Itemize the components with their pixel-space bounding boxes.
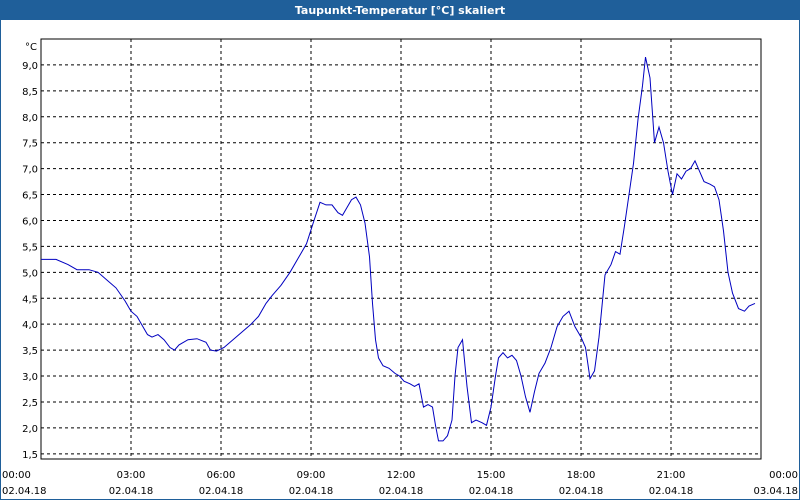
x-tick-time: 03:00 <box>117 470 146 481</box>
x-tick-time: 18:00 <box>567 470 596 481</box>
y-tick-label: 8,5 <box>22 87 38 98</box>
y-tick-label: 1,5 <box>22 450 38 461</box>
x-tick-date: 02.04.18 <box>199 486 244 497</box>
y-tick-label: 6,0 <box>22 216 38 227</box>
x-tick-date: 02.04.18 <box>559 486 604 497</box>
y-tick-label: 2,5 <box>22 398 38 409</box>
x-tick-time: 09:00 <box>297 470 326 481</box>
y-tick-label: 2,0 <box>22 424 38 435</box>
y-tick-label: 9,0 <box>22 61 38 72</box>
y-tick-label: 5,0 <box>22 268 38 279</box>
x-tick-time: 00:00 <box>769 470 798 481</box>
x-tick-date: 02.04.18 <box>649 486 694 497</box>
y-tick-label: 7,0 <box>22 165 38 176</box>
x-axis-ticks: 00:00 02.04.18 03:00 02.04.18 06:00 02.04.18 0… <box>2 470 798 497</box>
series-line <box>41 56 756 442</box>
y-tick-label: 4,0 <box>22 320 38 331</box>
y-tick-label: 6,5 <box>22 191 38 202</box>
x-tick-date: 02.04.18 <box>379 486 424 497</box>
x-tick-date: 02.04.18 <box>469 486 514 497</box>
x-tick-time: 06:00 <box>207 470 236 481</box>
x-tick-date: 02.04.18 <box>2 486 47 497</box>
y-tick-label: 5,5 <box>22 242 38 253</box>
y-tick-label: 3,5 <box>22 346 38 357</box>
x-tick-date: 02.04.18 <box>109 486 154 497</box>
window-title: Taupunkt-Temperatur [°C] skaliert <box>1 1 799 20</box>
grid-lines <box>41 39 761 459</box>
y-axis-ticks: 1,5 2,0 2,5 3,0 3,5 4,0 4,5 5,0 5,5 6,0 6,5 7,0 7,5 8… <box>22 61 38 461</box>
x-tick-date: 03.04.18 <box>753 486 798 497</box>
x-tick-time: 12:00 <box>387 470 416 481</box>
x-tick-time: 00:00 <box>2 470 31 481</box>
y-tick-label: 4,5 <box>22 294 38 305</box>
y-axis-unit: °C <box>25 42 37 53</box>
y-tick-label: 8,0 <box>22 113 38 124</box>
x-tick-time: 21:00 <box>657 470 686 481</box>
y-tick-label: 3,0 <box>22 372 38 383</box>
y-tick-label: 7,5 <box>22 139 38 150</box>
x-tick-time: 15:00 <box>477 470 506 481</box>
x-tick-date: 02.04.18 <box>289 486 334 497</box>
